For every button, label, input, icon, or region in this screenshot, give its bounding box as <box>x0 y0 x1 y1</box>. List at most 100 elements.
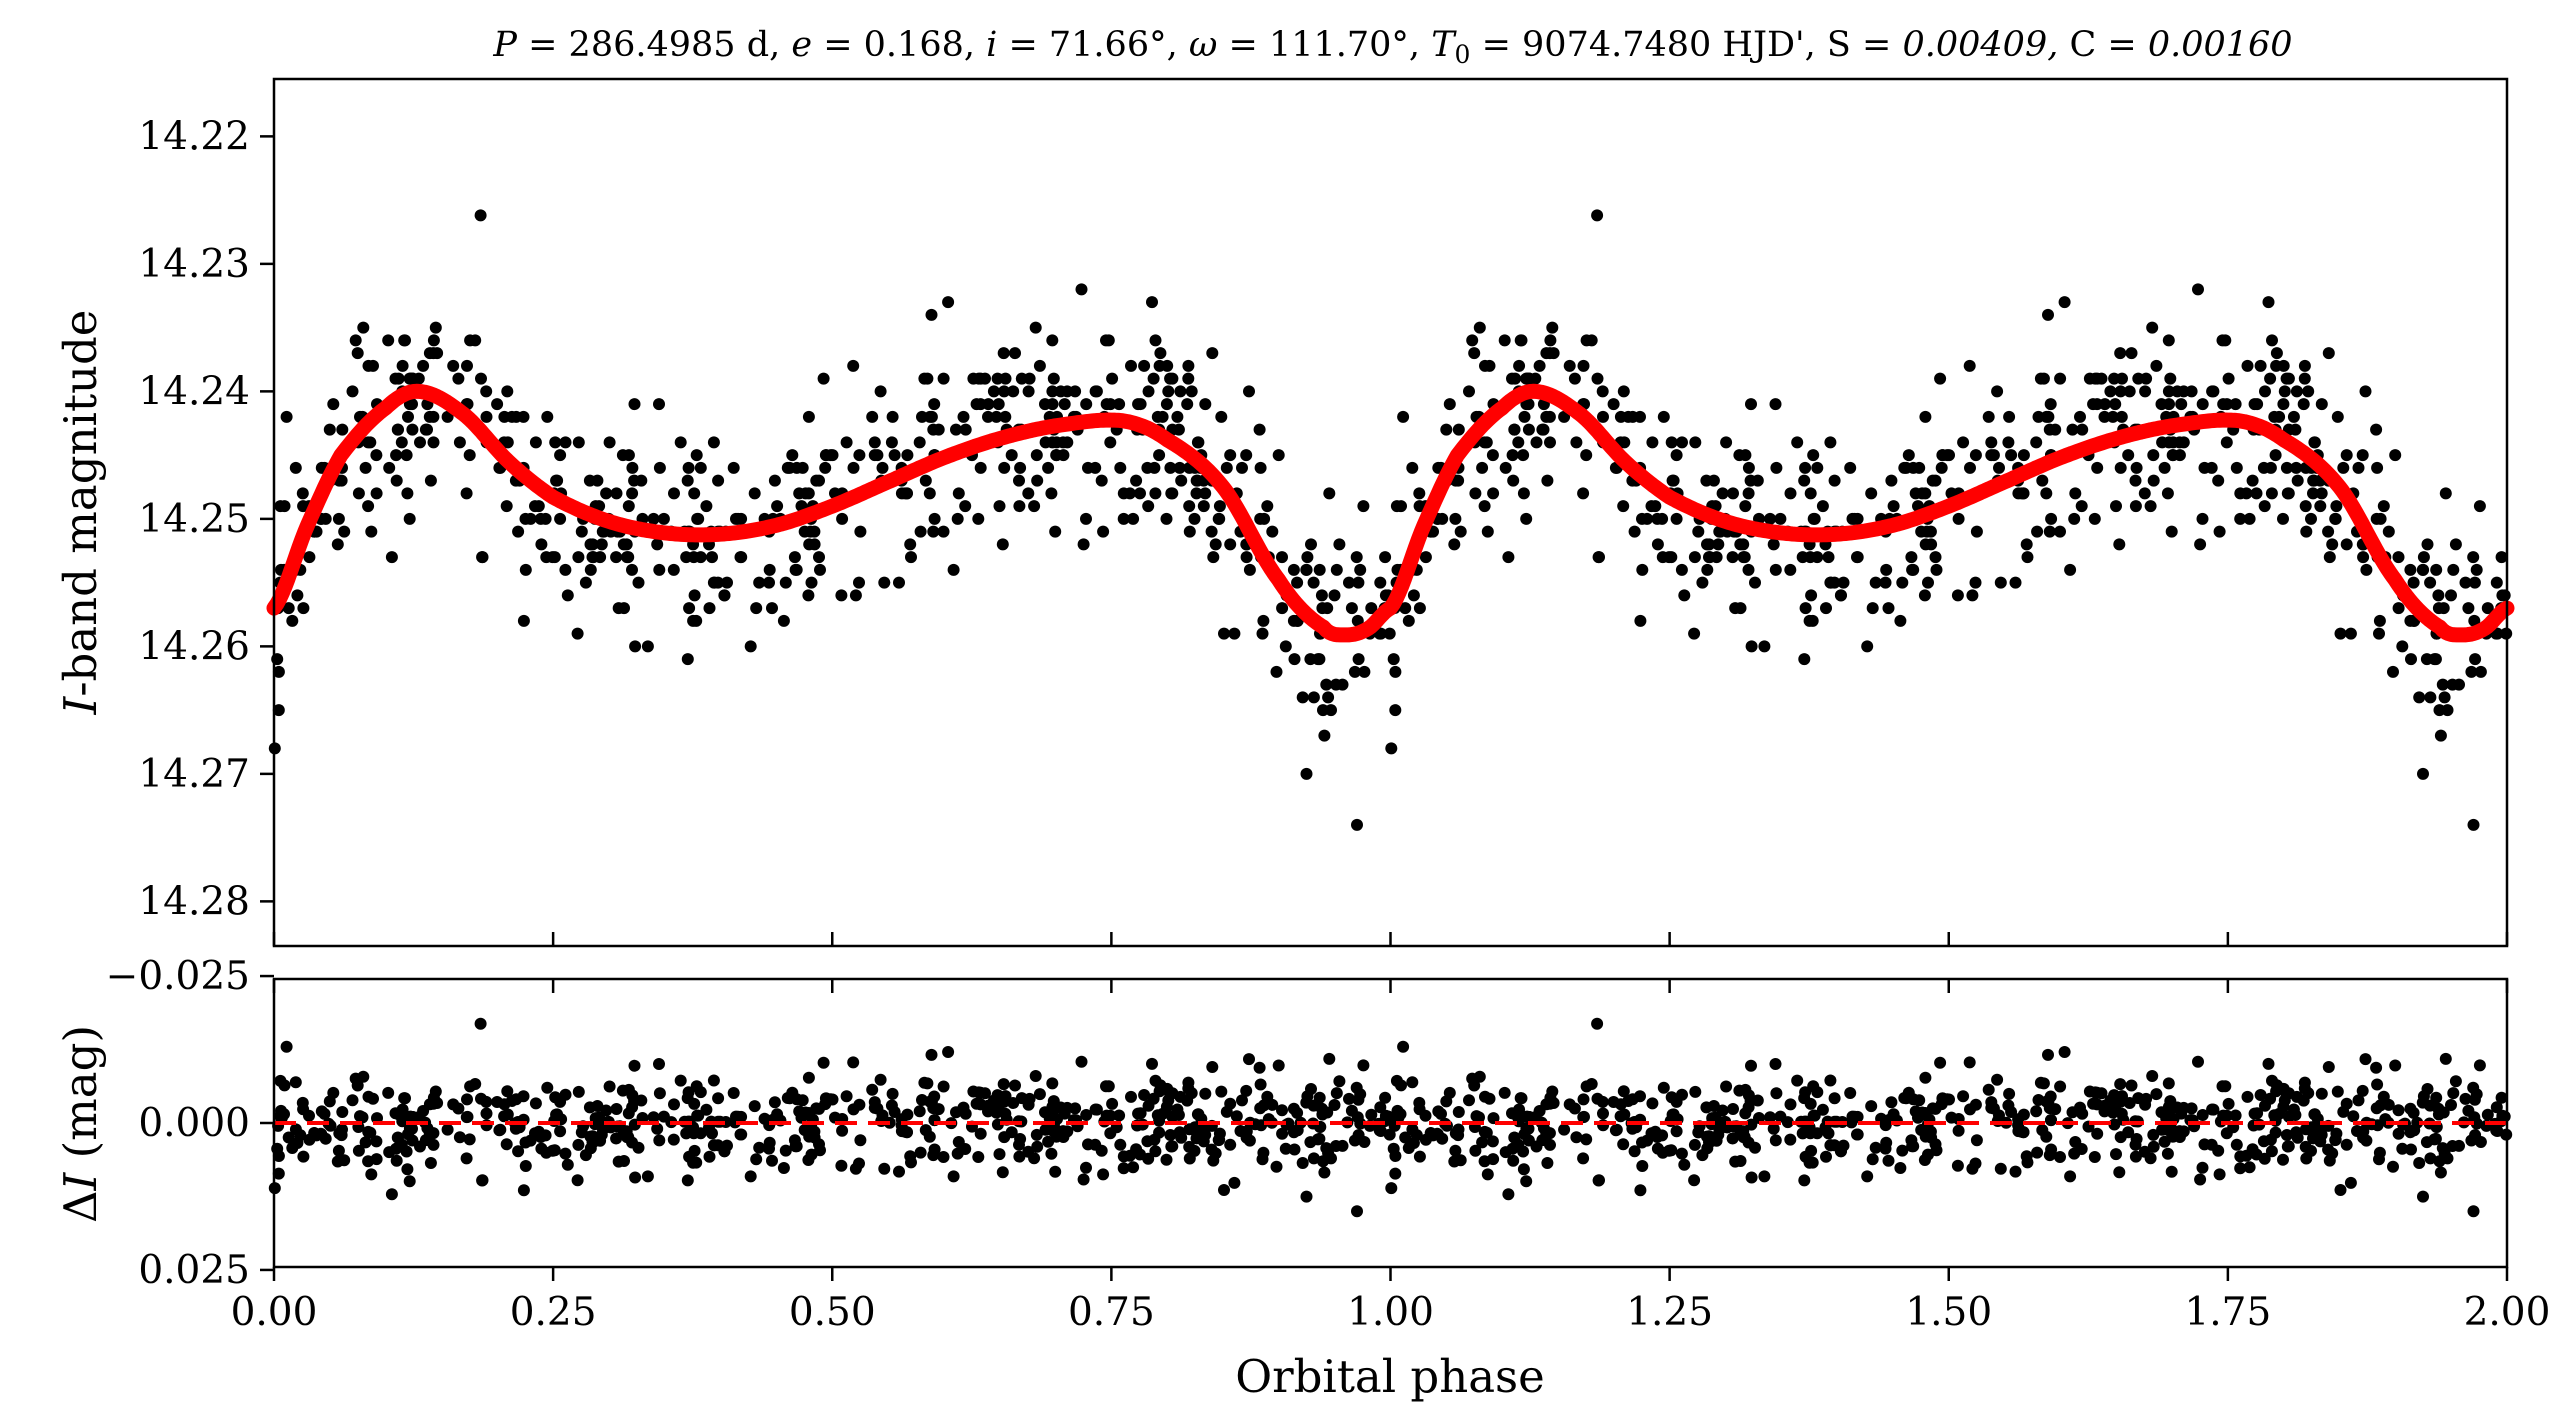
data-point <box>1894 614 1907 627</box>
data-point <box>927 525 940 538</box>
data-point <box>1190 487 1203 500</box>
residual-point <box>2280 1088 2293 1100</box>
residual-point <box>1614 1098 1627 1111</box>
data-point <box>1261 500 1274 513</box>
residual-point <box>1476 1136 1489 1149</box>
data-point <box>427 334 440 347</box>
data-point <box>674 436 687 449</box>
residual-point <box>346 1094 359 1107</box>
residual-point <box>476 1174 489 1187</box>
residual-point <box>2146 1070 2159 1082</box>
residual-point <box>501 1085 514 1098</box>
data-point <box>1742 487 1755 500</box>
data-point <box>1080 512 1092 525</box>
data-point <box>1784 487 1797 500</box>
residual-point <box>272 1167 285 1180</box>
residual-point <box>1791 1074 1804 1087</box>
data-point <box>2270 347 2283 360</box>
residual-point <box>272 1150 285 1162</box>
data-point <box>2037 372 2050 385</box>
residual-point <box>2114 1078 2127 1091</box>
data-point <box>622 500 635 513</box>
data-point <box>2198 461 2211 474</box>
residual-point <box>1577 1152 1590 1165</box>
residual-point <box>2066 1106 2079 1119</box>
data-point <box>919 474 932 487</box>
data-point <box>1351 614 1364 627</box>
data-point <box>2040 487 2053 500</box>
residual-point <box>937 1151 950 1163</box>
residual-point <box>2129 1150 2142 1163</box>
residual-point <box>2404 1102 2417 1115</box>
data-point <box>2158 461 2171 474</box>
data-point <box>1925 538 1938 551</box>
residual-point <box>1807 1109 1820 1122</box>
data-point <box>1365 602 1378 615</box>
residual-point <box>2411 1116 2424 1129</box>
residual-point <box>1142 1152 1155 1165</box>
residual-point <box>1920 1124 1933 1137</box>
data-point <box>2123 385 2136 398</box>
data-point <box>849 589 862 602</box>
residual-point <box>2462 1104 2475 1117</box>
residual-point <box>1744 1095 1757 1108</box>
data-point <box>559 436 572 449</box>
data-point <box>687 614 700 627</box>
residual-point <box>362 1090 375 1103</box>
residual-point <box>1379 1091 1392 1104</box>
data-point <box>550 474 563 487</box>
data-point <box>1448 538 1461 551</box>
residual-point <box>1894 1162 1907 1174</box>
data-point <box>1745 398 1757 411</box>
residual-point <box>2040 1095 2053 1108</box>
residual-point <box>559 1147 572 1160</box>
data-point <box>2290 385 2303 398</box>
data-point <box>529 436 542 449</box>
data-point <box>2241 359 2254 372</box>
data-point <box>1296 691 1309 704</box>
residual-point <box>1328 1099 1341 1111</box>
top-y-tick-label: 14.24 <box>138 369 250 414</box>
data-point <box>1784 563 1797 576</box>
data-point <box>1205 525 1218 538</box>
data-point <box>876 461 889 474</box>
data-point <box>572 551 585 564</box>
data-point <box>1164 372 1177 385</box>
data-point <box>1149 487 1162 500</box>
residual-point <box>586 1130 599 1143</box>
data-point <box>2329 512 2342 525</box>
residual-point <box>406 1134 419 1147</box>
data-point <box>1413 602 1426 615</box>
residual-point <box>2222 1097 2235 1110</box>
residual-point <box>1149 1145 1162 1158</box>
data-point <box>441 410 454 423</box>
data-point <box>2147 474 2160 487</box>
data-point <box>1174 385 1187 398</box>
data-point <box>524 512 537 525</box>
data-point <box>1512 436 1525 449</box>
data-point <box>2370 423 2383 436</box>
data-point <box>1656 551 1669 564</box>
residual-point <box>1844 1087 1857 1099</box>
data-point <box>383 461 396 474</box>
residual-point <box>2213 1168 2226 1181</box>
residual-point <box>2322 1143 2335 1156</box>
residual-point <box>2243 1161 2256 1174</box>
residual-point <box>974 1086 987 1099</box>
data-point <box>1323 487 1336 500</box>
top-y-tick-label: 14.27 <box>138 752 250 797</box>
data-point <box>1617 385 1630 398</box>
data-point <box>519 563 532 576</box>
residual-point <box>1413 1103 1426 1116</box>
residual-point <box>1270 1160 1283 1173</box>
residual-point <box>2123 1097 2136 1109</box>
residual-point <box>1127 1161 1140 1174</box>
residual-point <box>1618 1108 1631 1121</box>
residual-point <box>1720 1080 1733 1093</box>
residual-point <box>914 1146 927 1159</box>
data-point <box>1288 653 1301 666</box>
residual-point <box>1670 1125 1683 1138</box>
residual-point <box>814 1144 826 1157</box>
residual-point <box>1885 1096 1898 1109</box>
residual-point <box>1541 1157 1554 1169</box>
